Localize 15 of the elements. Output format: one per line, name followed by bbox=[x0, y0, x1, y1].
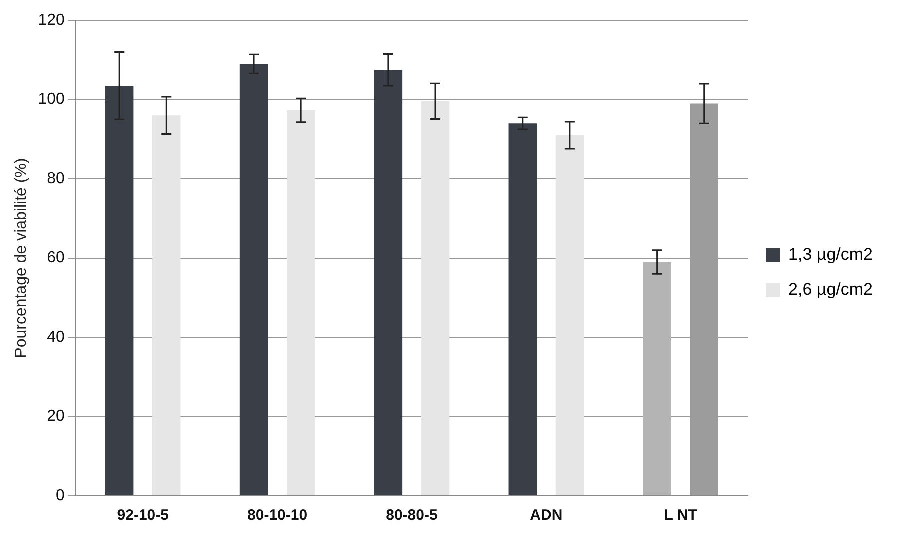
x-tick-label: ADN bbox=[530, 507, 563, 524]
y-tick-label: 20 bbox=[47, 408, 65, 426]
y-axis-title: Pourcentage de viabilité (%) bbox=[13, 158, 30, 358]
x-tick-label: L NT bbox=[664, 507, 698, 524]
y-tick-label: 40 bbox=[47, 328, 65, 346]
y-tick-label: 80 bbox=[47, 170, 65, 188]
y-tick-label: 100 bbox=[38, 91, 65, 108]
x-tick-label: 80-10-10 bbox=[248, 507, 308, 524]
y-tick-label: 0 bbox=[56, 487, 65, 504]
y-tick-label: 60 bbox=[47, 250, 65, 267]
legend-label: 1,3 µg/cm2 bbox=[788, 245, 874, 264]
x-tick-label: 80-80-5 bbox=[386, 507, 438, 524]
legend-label: 2,6 µg/cm2 bbox=[788, 280, 874, 300]
x-tick-label: 92-10-5 bbox=[117, 507, 169, 524]
y-tick-label: 120 bbox=[38, 12, 65, 30]
